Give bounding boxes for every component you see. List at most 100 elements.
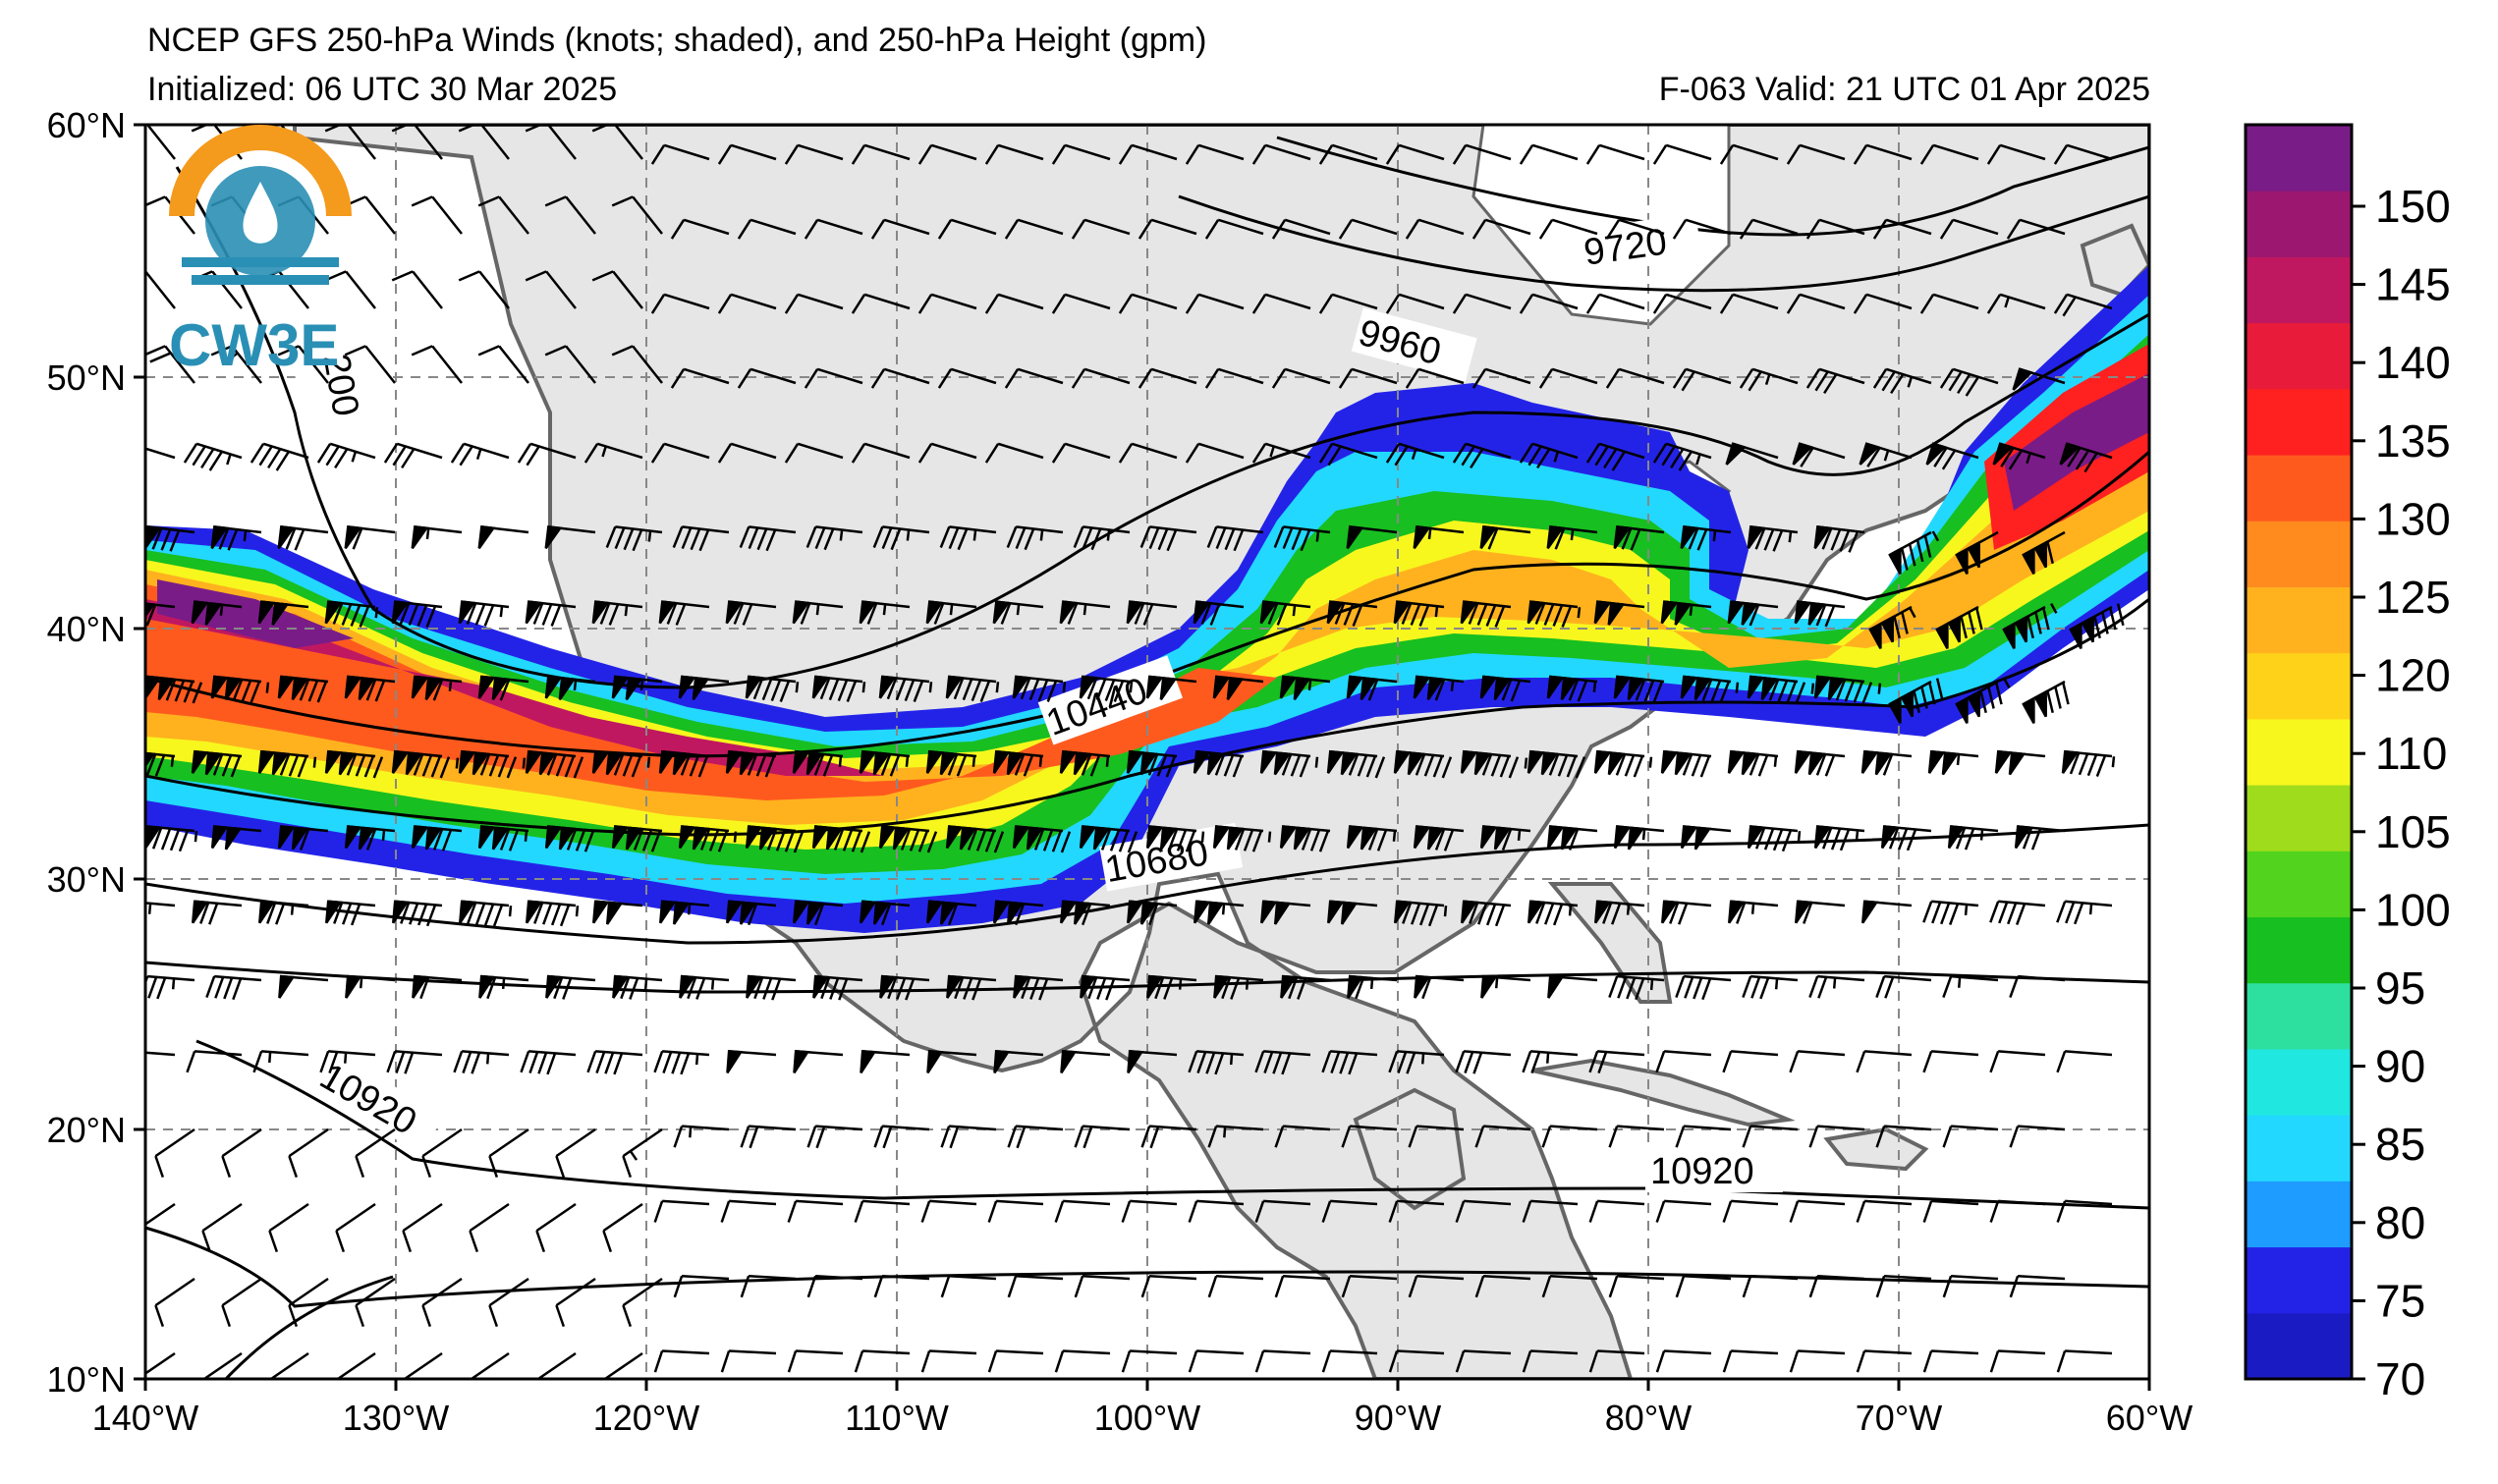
wind-barb-flag xyxy=(2014,615,2027,643)
wind-barb-shaft xyxy=(2018,974,2066,982)
wind-barb-shaft xyxy=(469,1351,510,1379)
wind-barb-feather xyxy=(1327,445,1342,467)
wind-barb-feather xyxy=(2056,901,2067,923)
wind-barb-feather xyxy=(575,829,586,852)
wind-barb-flag xyxy=(1994,749,2013,774)
wind-barb-shaft xyxy=(498,195,529,235)
wind-barb-flag xyxy=(726,1050,744,1073)
wind-barb-feather xyxy=(2042,607,2050,631)
wind-barb-flag xyxy=(1193,900,1211,924)
wind-barb-flag xyxy=(860,1050,877,1073)
wind-barb-feather xyxy=(611,345,634,357)
wind-barb-feather xyxy=(1835,679,1847,701)
wind-barb-feather xyxy=(819,677,831,700)
wind-barb-feather xyxy=(762,977,773,1000)
wind-barb-flag xyxy=(793,900,810,924)
wind-barb-feather xyxy=(1251,443,1267,464)
wind-barb-flag xyxy=(1792,442,1813,466)
wind-barb-feather xyxy=(1029,977,1040,1000)
wind-barb-half-feather xyxy=(643,978,648,990)
wind-barb-feather xyxy=(1786,144,1802,165)
wind-barb-flag xyxy=(192,900,209,924)
colorbar-segment xyxy=(2246,1181,2352,1248)
wind-barb-shaft xyxy=(1217,218,1264,236)
wind-barb-shaft xyxy=(815,1274,863,1281)
wind-barb-half-feather xyxy=(573,679,578,690)
wind-barb-flag xyxy=(1079,825,1097,850)
wind-barb-feather xyxy=(1830,828,1842,851)
wind-barb-feather xyxy=(2083,452,2098,473)
wind-barb-shaft xyxy=(1884,1274,1932,1281)
wind-barb-half-feather xyxy=(475,448,482,461)
wind-barb-feather xyxy=(2065,902,2076,924)
wind-barb-feather xyxy=(963,977,973,1000)
wind-barb-feather xyxy=(1675,975,1686,998)
wind-barb-shaft xyxy=(1483,1274,1531,1281)
wind-barb-feather xyxy=(851,144,866,165)
wind-barb-feather xyxy=(1109,829,1121,852)
colorbar-label: 85 xyxy=(2375,1119,2425,1170)
wind-barb-flag xyxy=(1627,826,1645,851)
wind-barb-half-feather xyxy=(928,682,933,693)
wind-barb-feather xyxy=(2008,449,2024,470)
wind-barb-feather xyxy=(920,1350,931,1373)
wind-barb-feather xyxy=(1872,219,1888,240)
wind-barb-feather xyxy=(546,753,558,776)
wind-barb-flag xyxy=(1593,749,1612,774)
wind-barb-feather xyxy=(1272,1052,1283,1074)
wind-barb-flag xyxy=(792,749,810,774)
wind-barb-feather xyxy=(599,602,611,625)
wind-barb-feather xyxy=(846,680,858,702)
wind-barb-feather xyxy=(506,756,518,779)
wind-barb-shaft xyxy=(997,442,1044,460)
wind-barb-feather xyxy=(2095,754,2107,778)
wind-barb-flag xyxy=(1212,825,1231,850)
wind-barb-half-feather xyxy=(1649,978,1654,991)
wind-barb-half-feather xyxy=(1307,679,1312,690)
wind-barb-half-feather xyxy=(1553,451,1560,463)
wind-barb-shaft xyxy=(2065,1199,2113,1206)
wind-barb-feather xyxy=(583,830,595,852)
wind-barb-feather xyxy=(200,448,215,469)
wind-barb-shaft xyxy=(261,1050,309,1057)
wind-barb-feather xyxy=(395,1051,406,1073)
wind-barb-feather xyxy=(1215,526,1227,550)
colorbar-label: 110 xyxy=(2375,728,2447,779)
wind-barb-feather xyxy=(1230,977,1241,1000)
colorbar-label: 95 xyxy=(2375,962,2425,1014)
wind-barb-feather xyxy=(1739,219,1754,240)
wind-barb-feather xyxy=(1357,754,1368,777)
wind-barb-feather xyxy=(1485,904,1497,926)
wind-barb-shaft xyxy=(1350,1125,1398,1131)
wind-barb-feather xyxy=(1611,903,1622,925)
wind-barb-shaft xyxy=(997,143,1044,161)
wind-barb-flag xyxy=(1527,900,1545,924)
wind-barb-flag xyxy=(358,677,376,701)
wind-barb-feather xyxy=(1254,1050,1265,1073)
wind-barb-feather xyxy=(1719,144,1735,165)
wind-barb-feather xyxy=(165,679,177,701)
wind-barb-feather xyxy=(492,904,504,927)
wind-barb-feather xyxy=(1557,754,1569,777)
wind-barb-feather xyxy=(1127,831,1138,853)
wind-barb-feather xyxy=(953,677,965,700)
wind-barb-feather xyxy=(425,904,437,927)
wind-barb-feather xyxy=(1188,1050,1198,1073)
wind-barb-shaft xyxy=(221,1127,262,1158)
wind-barb-feather xyxy=(872,525,884,548)
wind-barb-feather xyxy=(562,977,573,1000)
wind-barb-flag xyxy=(679,974,696,999)
wind-barb-shaft xyxy=(1864,1199,1913,1206)
wind-barb-shaft xyxy=(1551,218,1598,236)
wind-barb-feather xyxy=(1749,753,1760,776)
wind-barb-feather xyxy=(770,679,782,702)
wind-barb-feather xyxy=(1081,753,1092,776)
wind-barb-shaft xyxy=(1465,143,1512,161)
wind-barb-flag xyxy=(1560,677,1579,701)
wind-barb-flag xyxy=(1340,901,1359,925)
wind-barb-feather xyxy=(566,828,578,851)
wind-barb-feather xyxy=(154,1155,165,1179)
wind-barb-shaft xyxy=(683,218,730,236)
wind-barb-flag xyxy=(338,751,357,776)
wind-barb-shaft xyxy=(663,293,710,310)
